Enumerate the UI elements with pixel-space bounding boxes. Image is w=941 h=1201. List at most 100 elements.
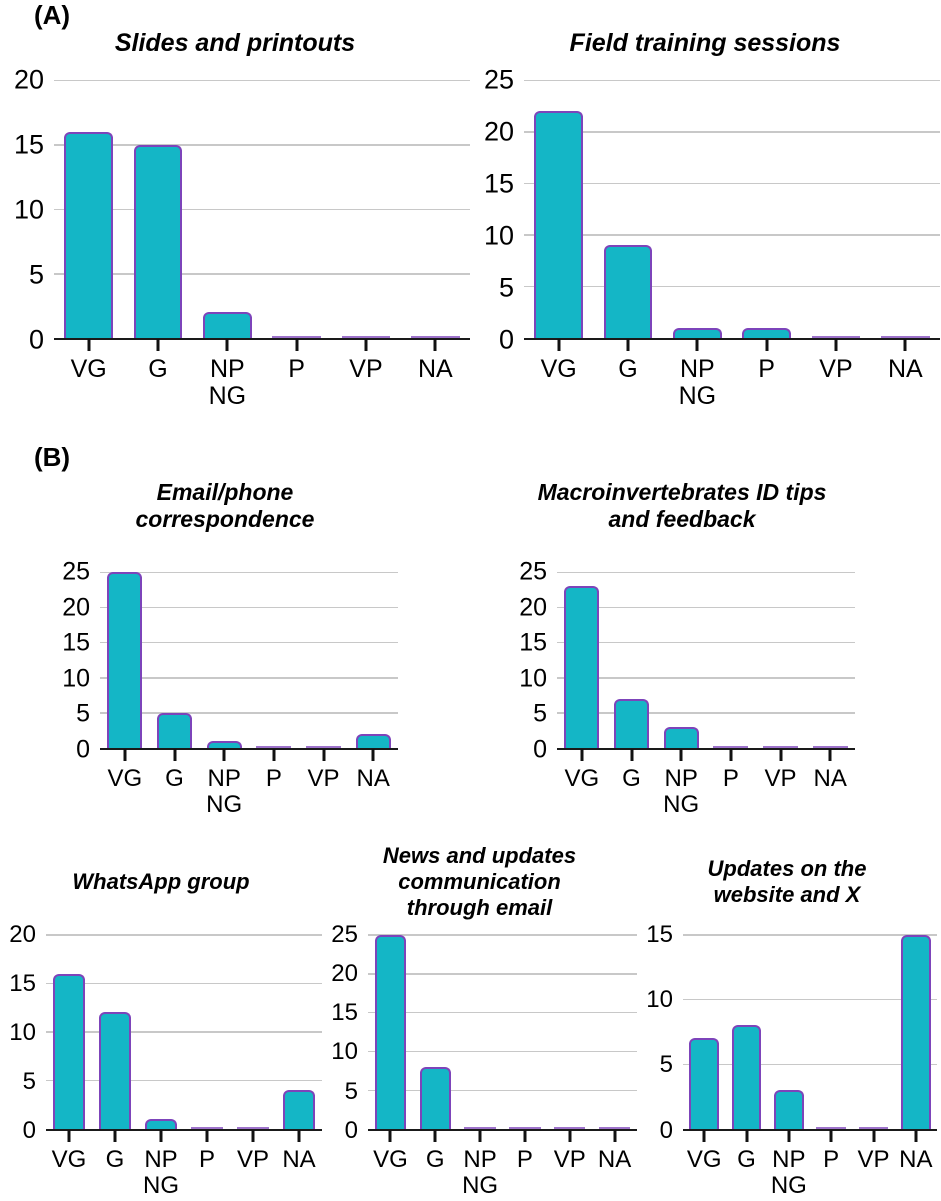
plot <box>524 79 940 351</box>
chart-title: Email/phone correspondence <box>135 478 315 532</box>
chart-title: WhatsApp group <box>72 868 250 894</box>
bar-VG <box>52 973 86 1129</box>
y-tick-label: 15 <box>646 920 673 948</box>
x-category-label: NP NG <box>663 765 700 818</box>
x-tick <box>828 749 832 761</box>
panel-a-chart-row: Slides and printouts 0 5 10 15 20 VG G NP NG P VP N… <box>0 29 941 410</box>
y-axis: 0 5 10 15 20 25 <box>470 66 524 353</box>
zero-bar-P <box>713 746 749 748</box>
bars <box>557 572 855 748</box>
y-tick-label: 10 <box>13 194 44 225</box>
x-category-label: NP NG <box>206 765 243 818</box>
zero-bar-NA <box>812 746 848 748</box>
gridline <box>683 934 937 936</box>
bar-slot <box>557 572 607 748</box>
x-ticks <box>46 1129 322 1142</box>
chart-plot-area: 0 5 10 15 20 <box>0 922 322 1142</box>
gridline <box>557 677 855 679</box>
bar-slot <box>458 935 503 1129</box>
bar-NP-NG <box>206 740 242 748</box>
x-tick <box>695 339 699 351</box>
zero-bar-VP <box>306 746 341 748</box>
bar-NA <box>900 934 931 1129</box>
x-tick <box>626 339 630 351</box>
x-category-label: P <box>758 355 775 383</box>
x-tick <box>222 749 226 761</box>
y-tick-label: 15 <box>9 969 36 997</box>
bar-NP-NG <box>203 312 252 338</box>
bar-slot <box>331 80 400 338</box>
x-axis-spacer <box>637 1147 683 1199</box>
chart-title-box: Macroinvertebrates ID tips and feedback <box>509 478 855 534</box>
bar-slot <box>413 935 458 1129</box>
bars <box>368 934 637 1129</box>
bar-NP-NG <box>144 1119 178 1129</box>
gridline <box>557 641 855 644</box>
chart-updates-website-x: Updates on the website and X 0 5 10 15 VG G NP … <box>637 842 937 1199</box>
x-tick <box>630 749 633 761</box>
bar-G <box>133 144 183 338</box>
x-category-label: VG <box>107 765 143 792</box>
x-tick <box>914 1129 918 1142</box>
y-tick-label: 5 <box>28 259 44 290</box>
gridline <box>46 934 322 936</box>
x-category-label: VP <box>857 1145 890 1173</box>
x-ticks <box>54 338 470 351</box>
x-category-label: G <box>737 1145 756 1173</box>
x-tick <box>295 339 299 351</box>
bar-slot <box>768 935 810 1129</box>
chart-title-box: Slides and printouts <box>0 29 470 58</box>
x-tick <box>297 1129 301 1142</box>
gridline <box>557 712 855 714</box>
bar-slot <box>193 80 262 338</box>
x-category-label: G <box>148 355 168 383</box>
gridline <box>524 234 940 236</box>
zero-bar-P <box>816 1126 846 1129</box>
chart-plot-area: 0 5 10 15 <box>637 922 937 1142</box>
bar-G <box>419 1066 451 1129</box>
panel-b-chart-row-2: WhatsApp group 0 5 10 15 20 VG G NP NG P VP NA News… <box>0 842 941 1199</box>
y-tick-label: 25 <box>483 64 514 95</box>
bar-slot <box>368 934 413 1129</box>
x-category-label: NP NG <box>678 355 717 410</box>
bar-slot <box>683 935 725 1129</box>
bar-slot <box>706 572 756 748</box>
gridline <box>46 1079 322 1082</box>
bar-VG <box>689 1038 719 1129</box>
x-ticks <box>368 1129 637 1142</box>
x-category-label: NP NG <box>208 355 247 410</box>
gridline <box>368 973 637 975</box>
bar-slot <box>276 935 322 1129</box>
gridline <box>368 1011 637 1014</box>
bar-G <box>157 712 192 748</box>
x-category-label: NA <box>356 765 390 792</box>
bar-slot <box>732 80 801 338</box>
bar-slot <box>871 80 940 338</box>
x-tick <box>478 1129 482 1142</box>
gridline <box>368 1089 637 1092</box>
x-category-label: G <box>622 765 641 792</box>
plot <box>557 571 855 761</box>
x-tick <box>745 1129 748 1142</box>
bar-NP-NG <box>774 1090 804 1129</box>
x-tick <box>225 339 229 351</box>
chart-plot-area: 0 5 10 15 20 25 <box>509 559 855 762</box>
x-axis-labels: VG G NP NG P VP NA <box>0 356 470 410</box>
gridline <box>368 934 637 936</box>
x-category-label: NA <box>282 1145 316 1173</box>
x-category-label: NP NG <box>462 1145 499 1199</box>
y-tick-label: 0 <box>533 735 547 764</box>
bar-slot <box>592 935 637 1129</box>
gridline <box>524 79 940 81</box>
x-tick <box>679 749 683 761</box>
y-axis: 0 5 10 15 20 <box>0 922 46 1142</box>
x-category-label: G <box>425 1145 445 1173</box>
x-tick <box>123 749 127 761</box>
x-tick <box>557 339 561 351</box>
x-axis-labels: VG G NP NG P VP NA <box>52 766 398 818</box>
x-tick <box>568 1129 572 1142</box>
zero-bar-VP <box>763 746 798 748</box>
bar-slot <box>810 935 852 1129</box>
y-axis: 0 5 10 15 20 25 <box>509 559 557 762</box>
y-tick-label: 20 <box>331 960 358 988</box>
